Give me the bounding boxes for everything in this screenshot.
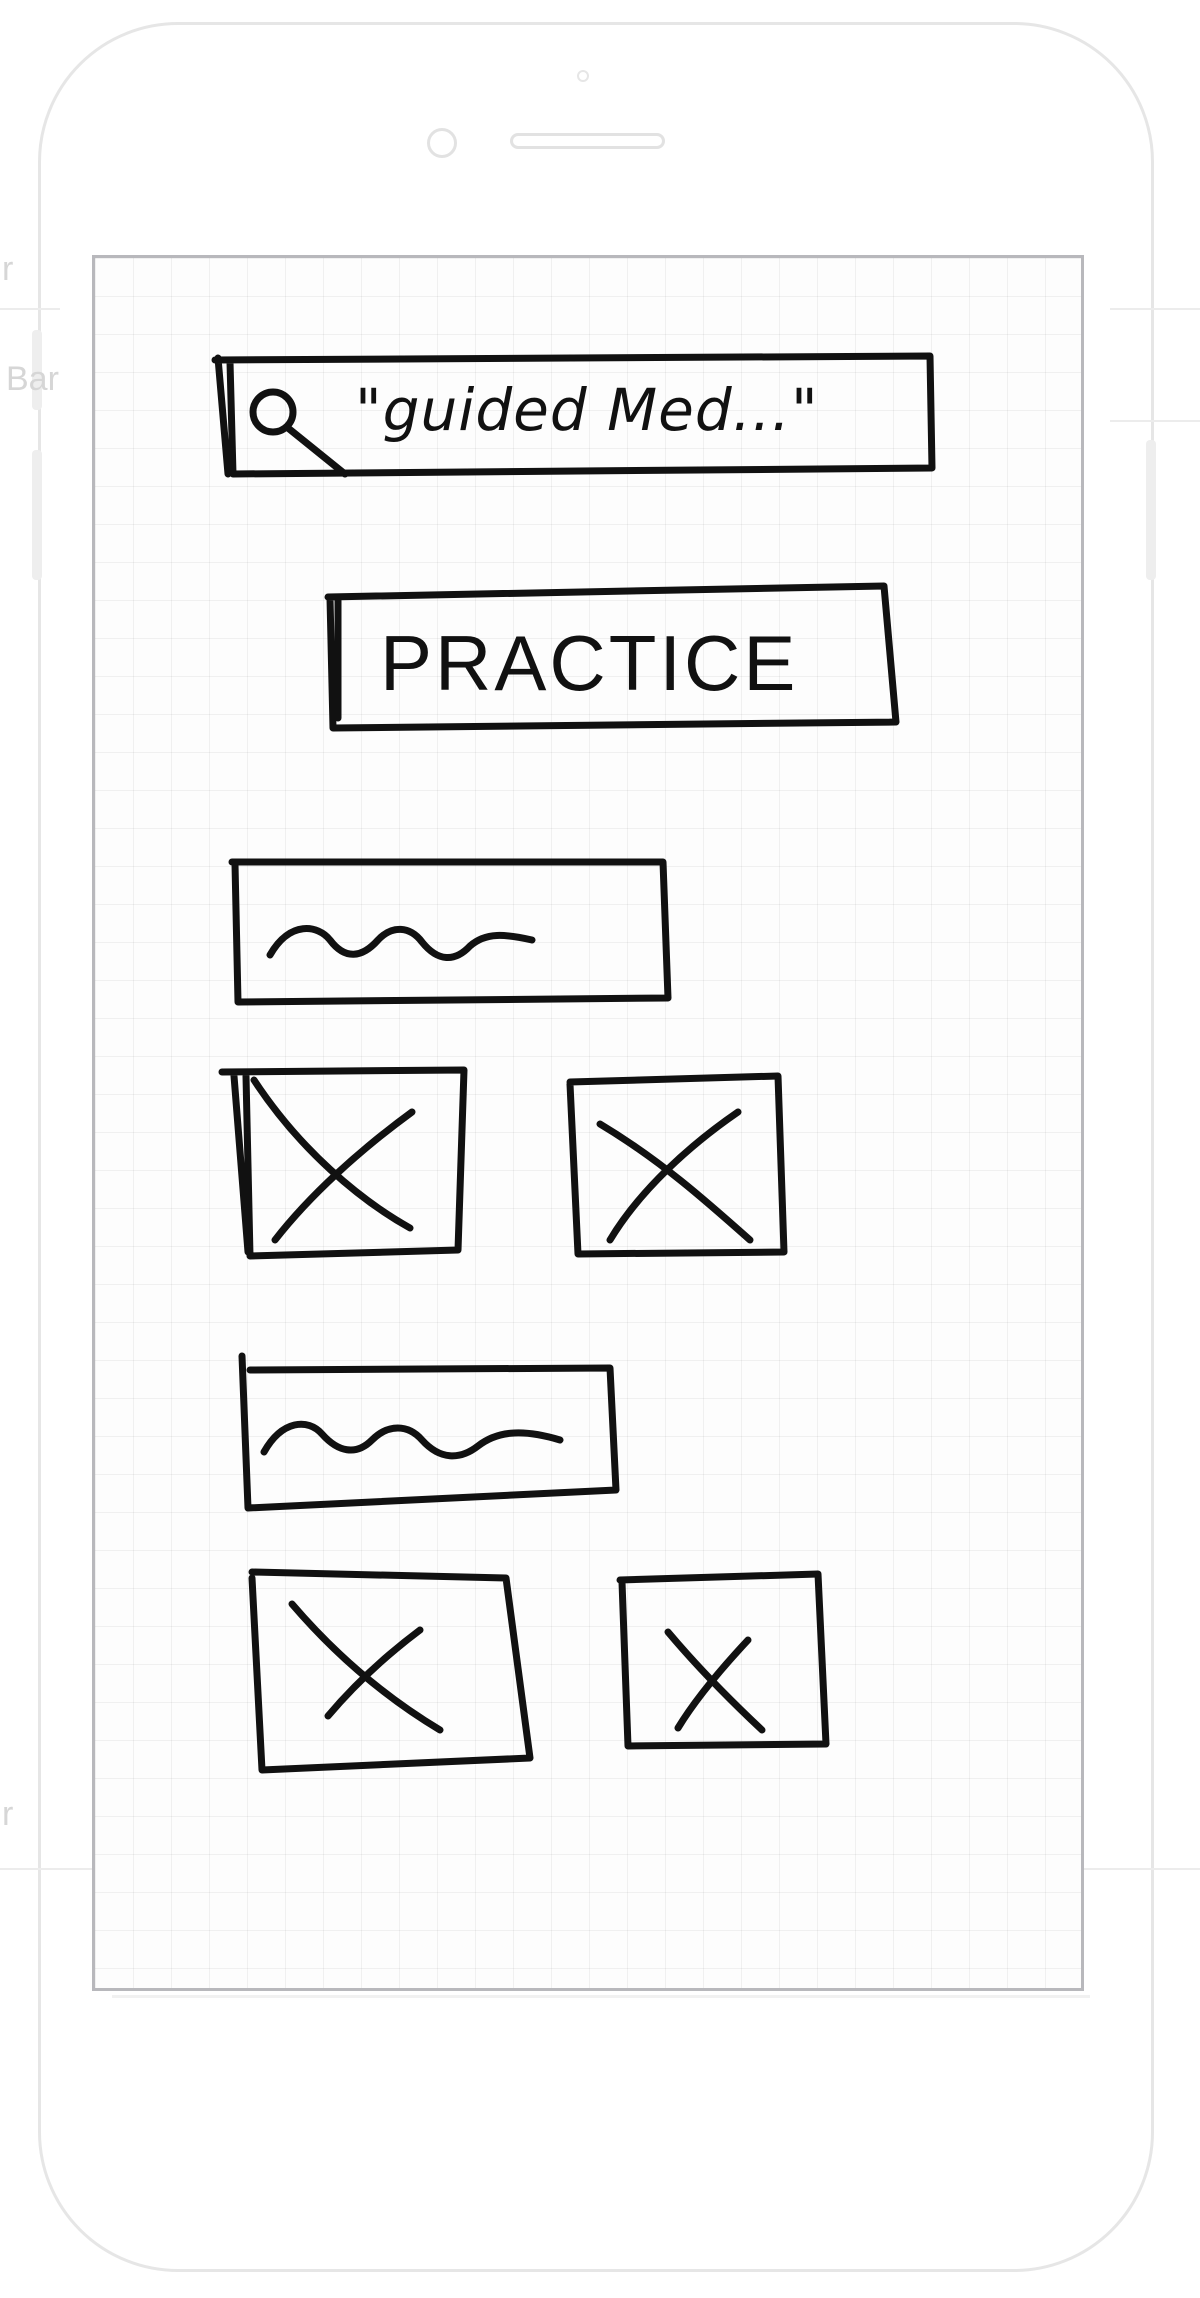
front-camera — [427, 128, 457, 158]
practice-button-outline — [324, 582, 900, 732]
phone-frame — [38, 22, 1154, 2272]
phone-screen — [92, 255, 1084, 1991]
background-label-lower-partial: r — [2, 1795, 14, 1833]
section-1-image-2 — [566, 1072, 788, 1258]
section-1-heading-scribble — [266, 925, 536, 961]
proximity-sensor — [577, 70, 589, 82]
earpiece-speaker — [510, 133, 665, 149]
section-2-image-2 — [616, 1570, 830, 1750]
section-1-image-2-card[interactable] — [570, 1076, 784, 1254]
background-label-bar: Bar — [6, 360, 59, 398]
practice-label: PRACTICE — [380, 619, 799, 707]
background-rule-1 — [0, 308, 60, 310]
background-rule-2 — [1110, 308, 1200, 310]
search-bar-outline — [211, 352, 936, 478]
section-2-heading-outline — [238, 1352, 620, 1512]
background-rule-3 — [1110, 420, 1200, 422]
search-icon — [249, 388, 349, 478]
background-label-upper-partial: r — [2, 250, 14, 288]
search-input[interactable] — [218, 358, 932, 474]
section-2-heading-scribble — [260, 1420, 564, 1460]
home-area-divider — [112, 1995, 1090, 1998]
side-button-left-mid — [32, 450, 42, 580]
section-2-image-1 — [248, 1568, 534, 1774]
section-1-heading[interactable] — [232, 862, 668, 1002]
section-2-image-2-card[interactable] — [620, 1574, 826, 1746]
section-2-image-1-card[interactable] — [252, 1572, 530, 1770]
section-1-image-1-card[interactable] — [222, 1070, 464, 1256]
side-button-right — [1146, 440, 1156, 580]
search-query-text: "guided Med..." — [355, 376, 819, 444]
section-1-heading-outline — [228, 858, 672, 1006]
side-button-left-top — [32, 330, 42, 410]
section-2-heading[interactable] — [242, 1356, 616, 1508]
practice-button[interactable] — [330, 588, 894, 726]
section-1-image-1 — [218, 1066, 468, 1260]
